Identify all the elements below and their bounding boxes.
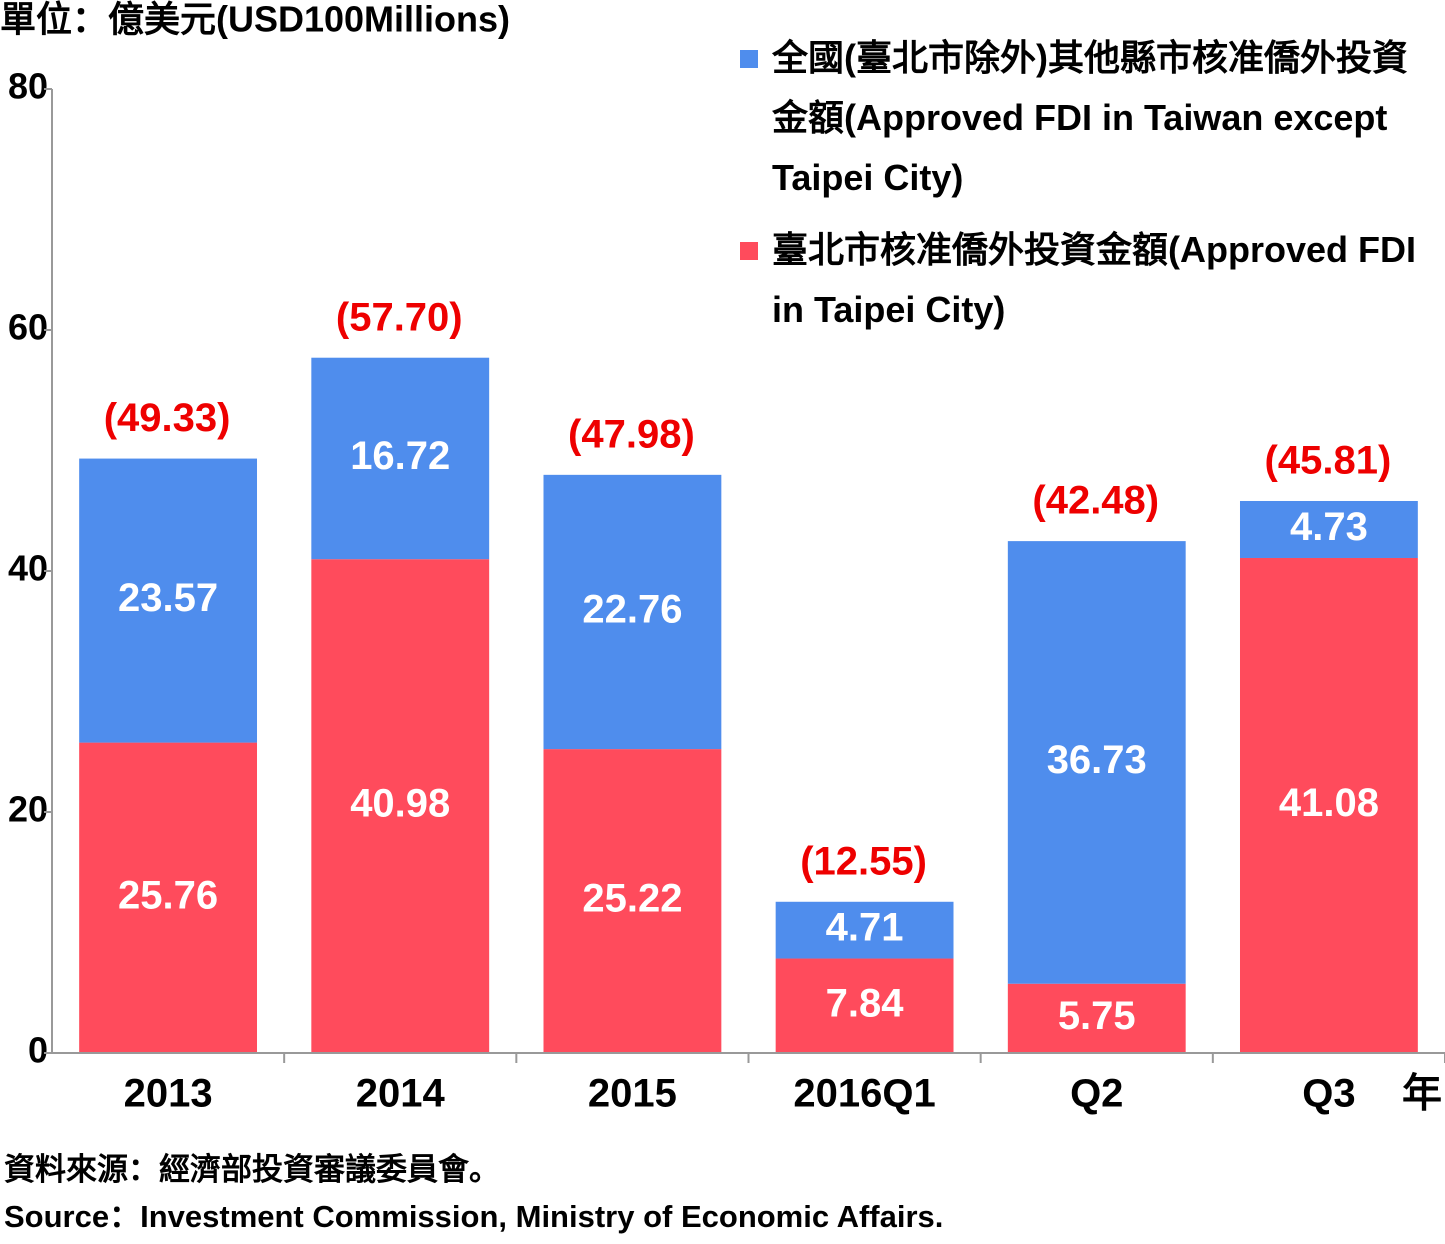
x-tick-label: 2014 (356, 1072, 446, 1116)
total-label: (42.48) (1032, 479, 1159, 523)
bar-segment (543, 749, 722, 1053)
unit-label: 單位：億美元(USD100Millions) (0, 0, 510, 40)
legend-label: 臺北市核准僑外投資金額(Approved FDI in Taipei City) (772, 229, 1416, 330)
total-label: (47.98) (568, 412, 695, 456)
bar-segment (543, 474, 722, 750)
x-tick-label: Q2 (1070, 1072, 1123, 1116)
source-zh: 資料來源：經濟部投資審議委員會。 (4, 1152, 500, 1187)
value-label: 7.84 (826, 981, 905, 1025)
value-label: 4.71 (826, 906, 904, 950)
x-tick-label: 2015 (588, 1072, 677, 1116)
value-label: 40.98 (350, 782, 450, 826)
total-label: (57.70) (336, 295, 463, 339)
value-label: 41.08 (1279, 781, 1379, 825)
total-label: (12.55) (800, 839, 927, 883)
legend-item: 臺北市核准僑外投資金額(Approved FDI in Taipei City) (740, 220, 1440, 340)
value-label: 16.72 (350, 434, 450, 478)
y-tick-label: 80 (8, 66, 48, 107)
value-label: 4.73 (1290, 505, 1368, 549)
bar-segment (775, 958, 954, 1053)
value-label: 36.73 (1047, 738, 1147, 782)
bar-segment (311, 357, 490, 560)
value-label: 5.75 (1058, 994, 1136, 1038)
bar-segment (1239, 557, 1418, 1053)
value-label: 22.76 (582, 588, 682, 632)
x-tick-label: 2013 (124, 1072, 213, 1116)
bar-segment (311, 559, 490, 1053)
y-tick-label: 20 (8, 789, 48, 830)
legend-item: 全國(臺北市除外)其他縣市核准僑外投資金額(Approved FDI in Ta… (740, 28, 1440, 208)
total-label: (49.33) (104, 396, 231, 440)
value-label: 25.76 (118, 873, 218, 917)
bar-segment (1007, 541, 1186, 984)
bar-segment (79, 458, 258, 743)
y-tick-label: 60 (8, 307, 48, 348)
x-tick-label: Q3 (1302, 1072, 1355, 1116)
bar-segment (79, 742, 258, 1053)
total-label: (45.81) (1265, 439, 1392, 483)
legend-swatch (740, 50, 758, 68)
bar-segment (775, 901, 954, 959)
value-label: 23.57 (118, 576, 218, 620)
y-tick-label: 0 (28, 1030, 48, 1071)
value-label: 25.22 (582, 877, 682, 921)
legend-label: 全國(臺北市除外)其他縣市核准僑外投資金額(Approved FDI in Ta… (772, 37, 1408, 198)
bar-segment (1007, 983, 1186, 1053)
source-en: Source：Investment Commission, Ministry o… (4, 1199, 943, 1234)
y-tick-label: 40 (8, 548, 48, 589)
bar-segment (1239, 500, 1418, 558)
x-suffix: 年 (1402, 1072, 1442, 1116)
x-tick-label: 2016Q1 (793, 1072, 935, 1116)
legend-swatch (740, 242, 758, 260)
